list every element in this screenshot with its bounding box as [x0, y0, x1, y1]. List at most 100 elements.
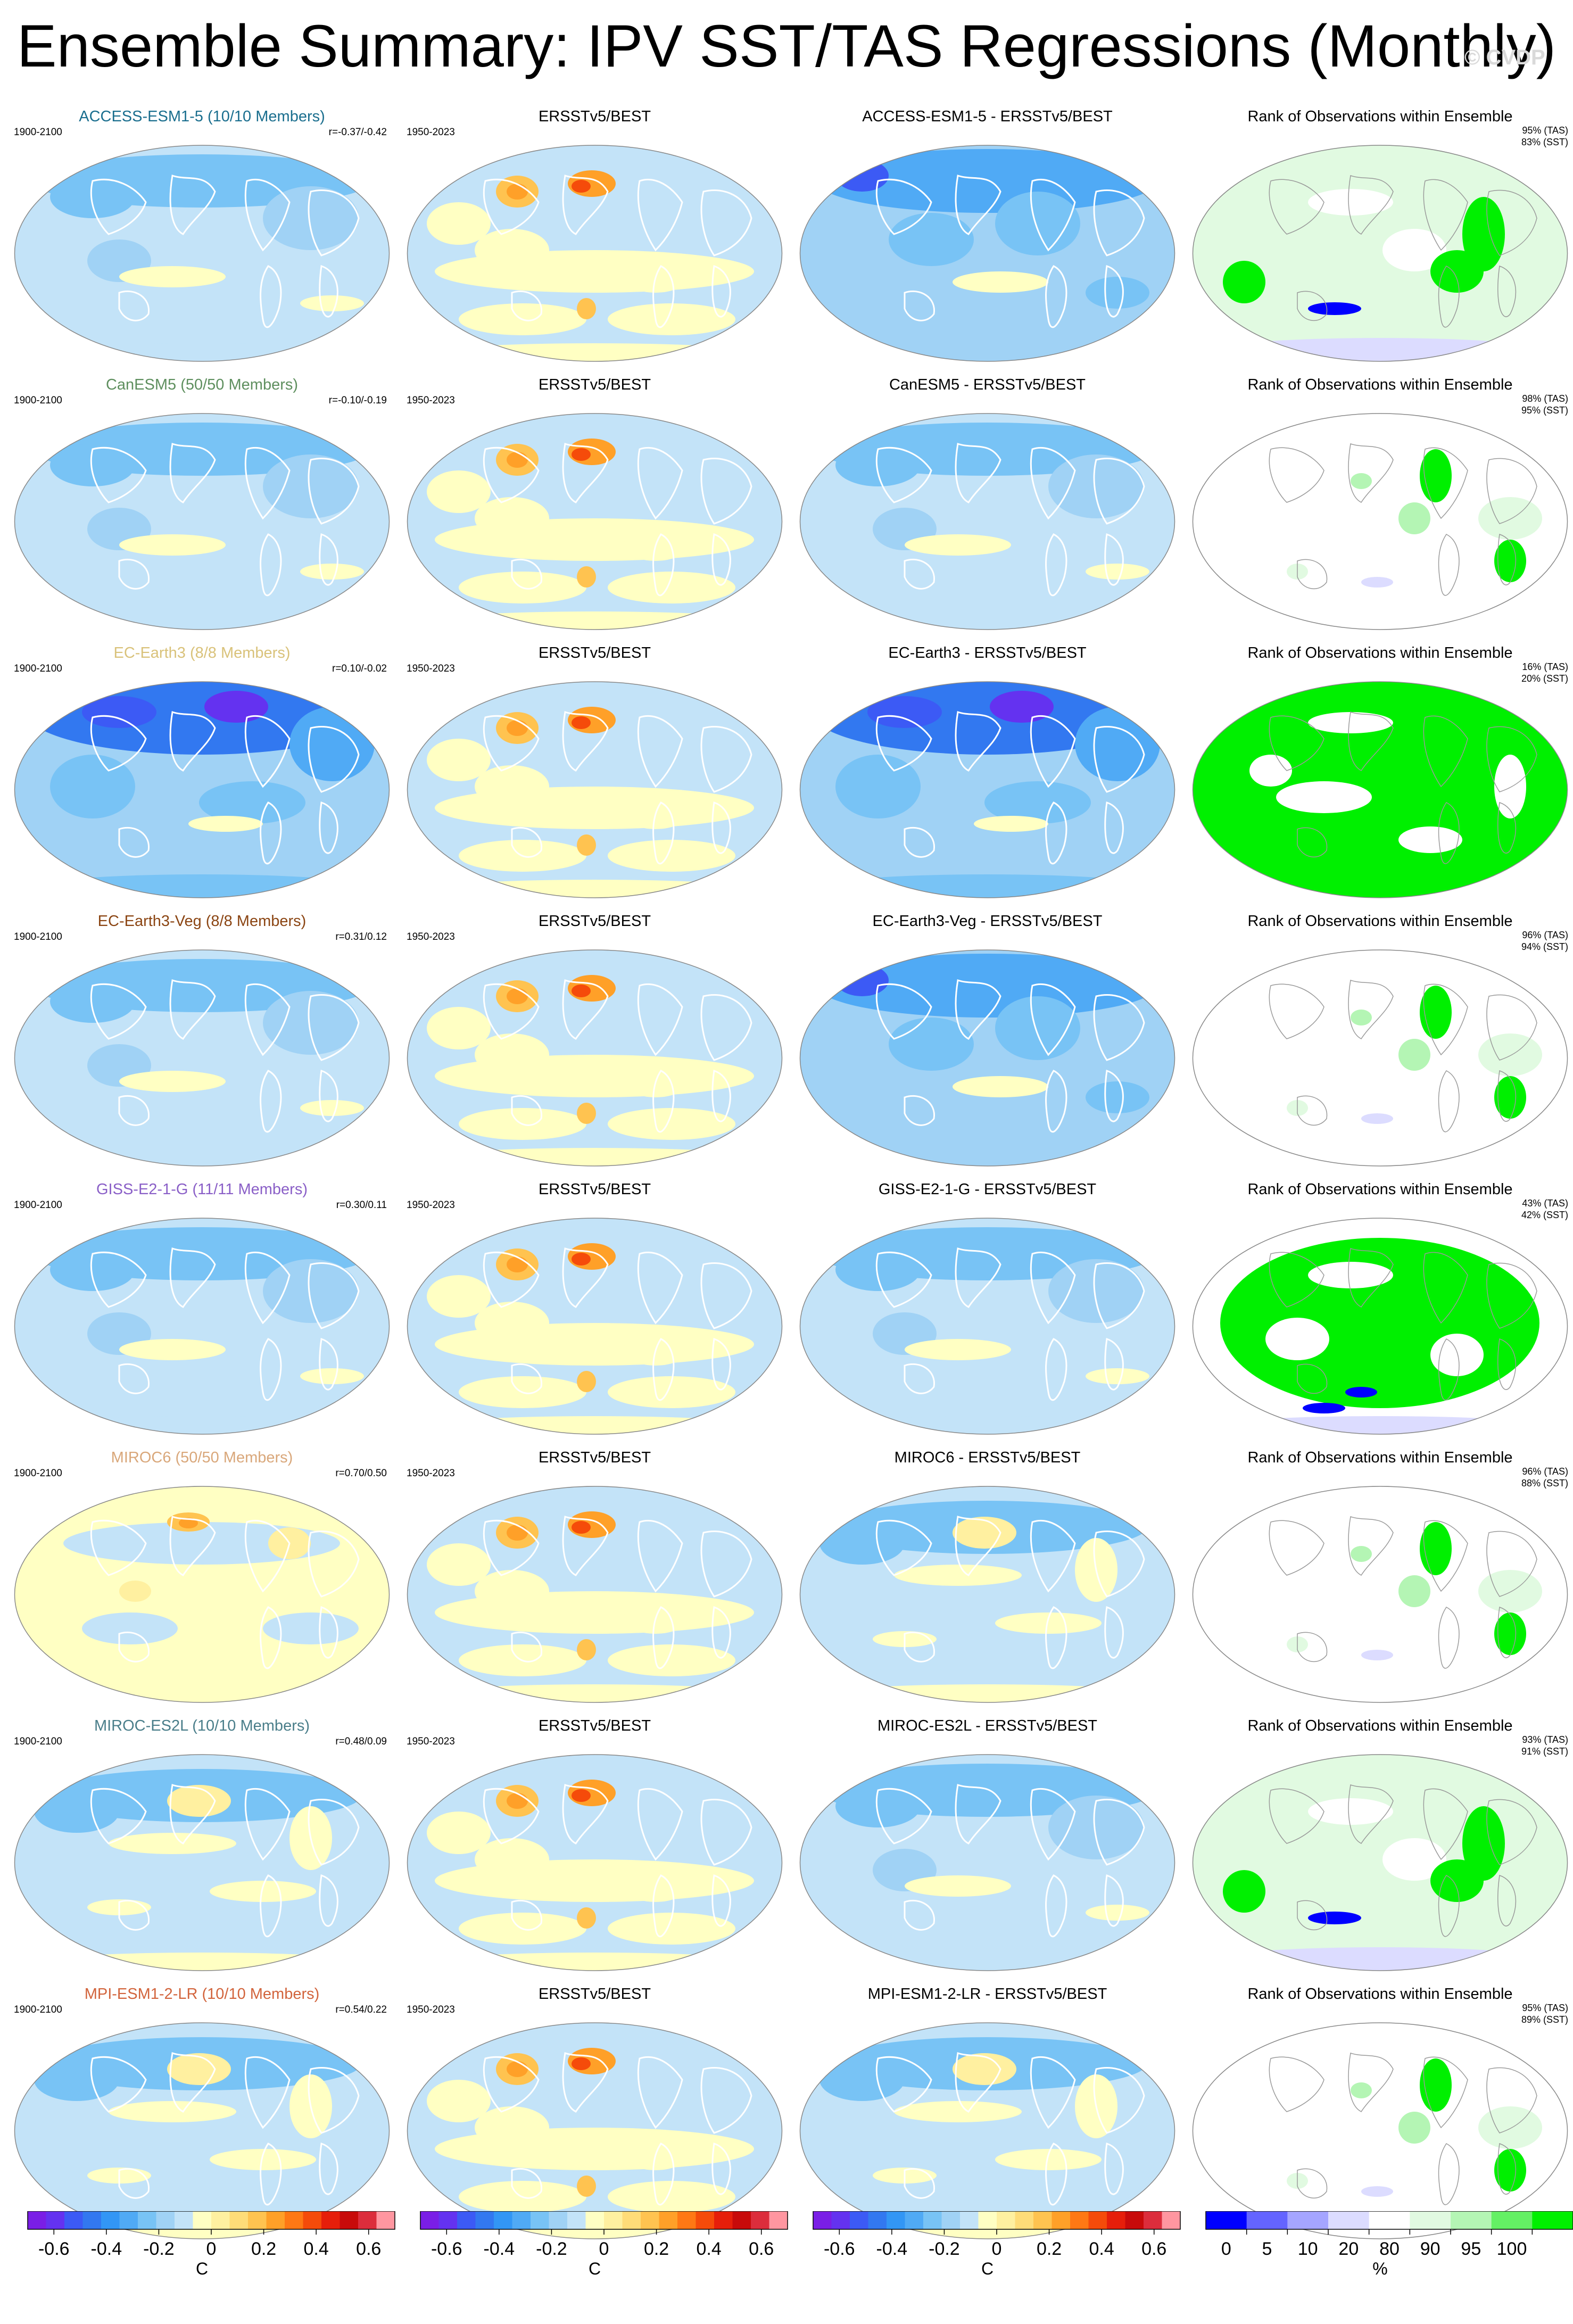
map-anomaly-region [953, 1076, 1048, 1097]
rank-percentages: 98% (TAS) 95% (SST) [1521, 393, 1568, 416]
colorbar-tick-label: -0.4 [876, 2239, 908, 2259]
colorbar-unit: C [195, 2259, 209, 2278]
map-border [1192, 681, 1568, 898]
map-anomaly-region [572, 716, 591, 729]
map-anomaly-region [263, 454, 359, 518]
map-anomaly-region [817, 1143, 1157, 1166]
coastline [244, 178, 291, 252]
colorbar-tick-label: 0.2 [251, 2239, 276, 2259]
map-anomaly-region [300, 295, 364, 311]
coastline [1348, 443, 1394, 503]
coastline [118, 558, 150, 590]
map-rank-map [1192, 145, 1568, 362]
map-anomaly-region [427, 202, 491, 245]
panel-rank-map: Rank of Observations within Ensemble 93% … [1185, 1715, 1573, 1975]
colorbar-swatch [1162, 2211, 1181, 2229]
coastline [169, 711, 216, 772]
coastline [118, 1899, 150, 1931]
obs-title: ERSSTv5/BEST [538, 108, 651, 125]
tas-rank: 95% (TAS) [1522, 2003, 1568, 2013]
coastline [169, 1516, 216, 1576]
panel-diff-map: GISS-E2-1-G - ERSSTv5/BEST [792, 1178, 1183, 1439]
map-anomaly-region [507, 1793, 528, 1809]
map-anomaly-region [507, 452, 528, 468]
coastline [637, 2056, 683, 2129]
diff-title: ACCESS-ESM1-5 - ERSSTv5/BEST [862, 108, 1113, 125]
tas-rank: 16% (TAS) [1522, 661, 1568, 672]
coastline [700, 994, 752, 1061]
colorbar-tick-label: 95 [1461, 2239, 1481, 2259]
map-obs-map [407, 949, 783, 1167]
map-anomaly-region [819, 1522, 905, 1565]
coastline [711, 1606, 731, 1659]
colorbar-swatch [1328, 2211, 1370, 2229]
map-border [799, 681, 1175, 898]
coastline [169, 443, 216, 503]
sst-rank: 42% (SST) [1521, 1210, 1568, 1220]
regression-colorbar: -0.6 -0.4 -0.2 0 0.2 0.4 0.6 C [792, 2211, 1183, 2318]
panel-obs-map: ERSSTv5/BEST 1950-2023 [399, 105, 790, 366]
panel-diff-map: EC-Earth3 - ERSSTv5/BEST [792, 642, 1183, 903]
map-anomaly-region [1086, 564, 1149, 580]
cvdp-watermark: © CVDP [1464, 46, 1545, 69]
map-anomaly-region [905, 1339, 1011, 1360]
rank-title: Rank of Observations within Ensemble [1247, 1181, 1513, 1198]
map-obs-map [407, 1218, 783, 1435]
map-border [1192, 1754, 1568, 1971]
map-anomaly-region [210, 2149, 316, 2170]
map-anomaly-region [1086, 1368, 1149, 1384]
map-anomaly-region [1048, 1796, 1144, 1859]
map-anomaly-region [905, 1875, 1011, 1897]
map-anomaly-region [889, 213, 974, 266]
map-anomaly-region [1430, 1859, 1484, 1902]
coastline [1104, 1606, 1124, 1659]
map-anomaly-region [817, 1953, 1157, 1971]
period-label: 1900-2100 [14, 1200, 62, 1211]
map-rank-map [1192, 949, 1568, 1167]
coastline [511, 558, 542, 590]
coastline [1104, 1874, 1124, 1927]
map-anomaly-region [119, 1581, 151, 1602]
coastline [562, 175, 609, 235]
colorbar-swatch [813, 2211, 832, 2229]
colorbar-swatch [1033, 2211, 1052, 2229]
map-border [407, 413, 783, 630]
colorbar-swatch [641, 2211, 659, 2229]
map-anomaly-region [1048, 454, 1144, 518]
tas-rank: 96% (TAS) [1522, 1466, 1568, 1477]
map-anomaly-region [953, 271, 1048, 293]
coastline [700, 1262, 752, 1329]
coastline [1045, 1070, 1067, 1133]
coastline [511, 826, 542, 858]
tas-rank: 98% (TAS) [1522, 393, 1568, 404]
colorbar-tick-label: -0.6 [824, 2239, 855, 2259]
panel-model-map: MIROC-ES2L (10/10 Members) 1900-2100 r=0.4… [6, 1715, 398, 1975]
coastline [260, 2143, 282, 2206]
colorbar-swatch [156, 2211, 175, 2229]
map-anomaly-region [1398, 1575, 1430, 1607]
map-anomaly-region [817, 1416, 1157, 1434]
colorbar-tick-label: 0 [1221, 2239, 1231, 2259]
colorbar-tick-label: 20 [1338, 2239, 1359, 2259]
colorbar-swatch [960, 2211, 979, 2229]
colorbar-tick-label: -0.2 [143, 2239, 175, 2259]
map-anomaly-region [1223, 261, 1265, 303]
colorbar-swatch [850, 2211, 868, 2229]
coastline [319, 265, 338, 318]
coastline [90, 715, 147, 772]
colorbar-swatch [28, 2211, 46, 2229]
coastline [1030, 715, 1076, 788]
colorbar-swatch [303, 2211, 322, 2229]
colorbar-tick-label: 0 [992, 2239, 1002, 2259]
rank-percentages: 96% (TAS) 88% (SST) [1521, 1466, 1568, 1489]
map-anomaly-region [608, 840, 735, 872]
map-anomaly-region [1220, 1238, 1539, 1408]
coastline [955, 1247, 1001, 1308]
map-anomaly-region [427, 1275, 491, 1318]
colorbar-swatch [1369, 2211, 1410, 2229]
coastline [955, 711, 1001, 772]
map-anomaly-region [31, 611, 372, 630]
map-anomaly-region [31, 1148, 372, 1166]
map-anomaly-region [835, 755, 921, 818]
map-anomaly-region [424, 1953, 765, 1971]
